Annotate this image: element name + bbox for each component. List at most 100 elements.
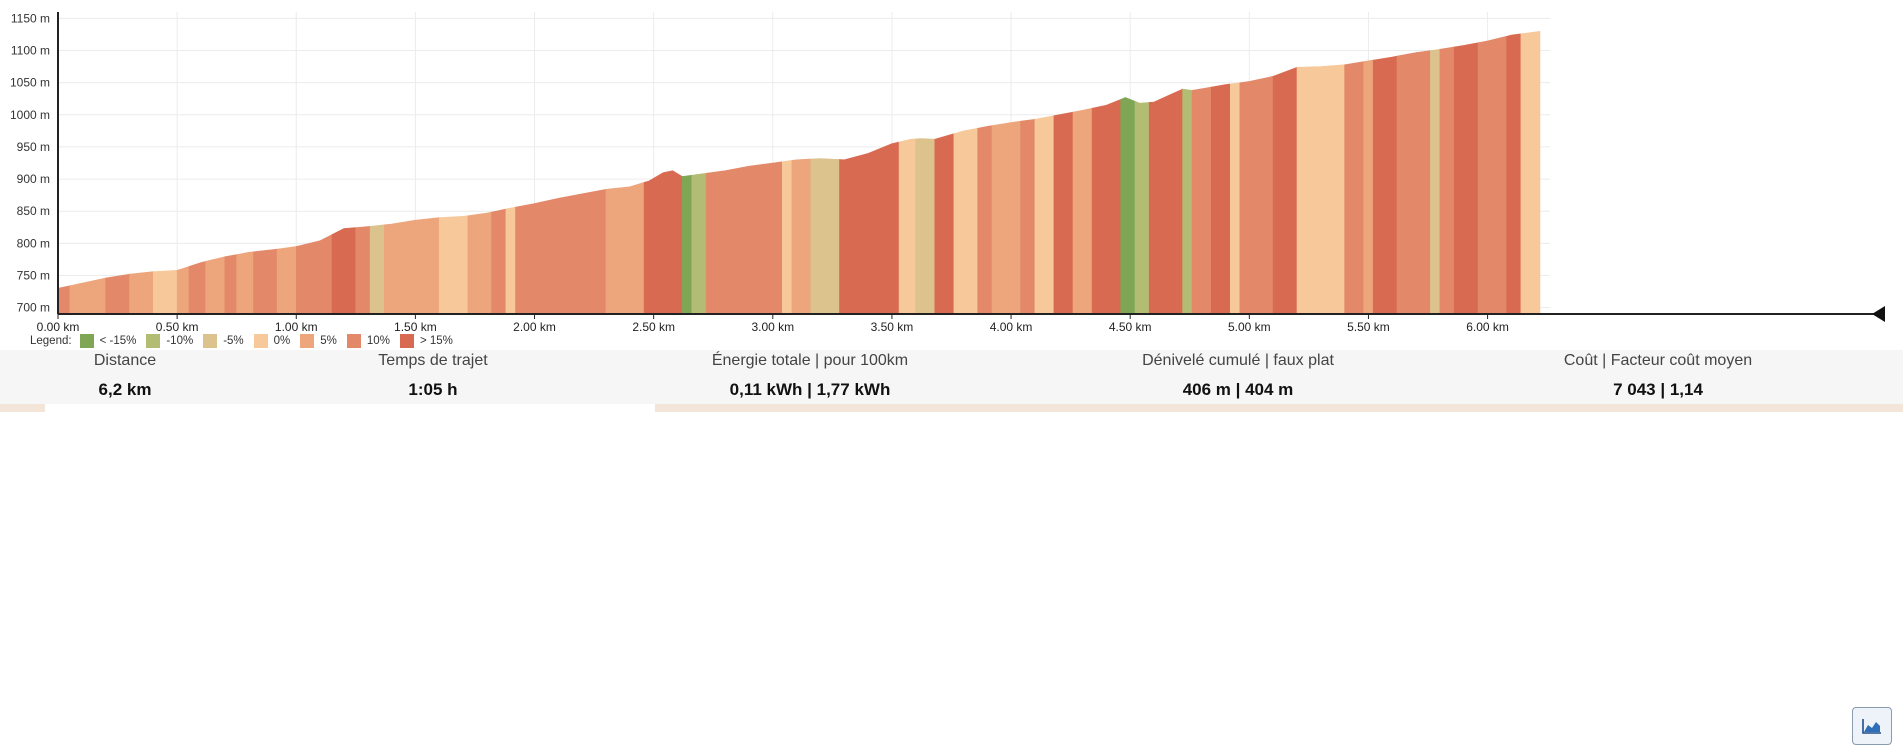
y-tick-label: 1050 m bbox=[10, 76, 50, 90]
stat-energy: Énergie totale | pour 100km 0,11 kWh | 1… bbox=[660, 350, 960, 400]
gradient-segment bbox=[898, 138, 916, 315]
legend: Legend: < -15% -10% -5% 0% 5% 10% > 15% bbox=[30, 333, 463, 349]
gradient-segment bbox=[1072, 107, 1093, 315]
gradient-segment bbox=[331, 227, 357, 315]
gradient-segment bbox=[643, 170, 683, 315]
gradient-segment bbox=[515, 188, 607, 315]
elevation-area bbox=[57, 30, 1541, 315]
gradient-segment bbox=[1134, 100, 1150, 315]
stat-distance: Distance 6,2 km bbox=[0, 350, 275, 400]
current-position-marker-icon bbox=[1872, 306, 1885, 322]
x-tick-label: 3.00 km bbox=[751, 320, 794, 334]
gradient-segment bbox=[991, 120, 1021, 315]
gradient-segment bbox=[224, 254, 237, 315]
gradient-segment bbox=[1148, 88, 1183, 315]
gradient-segment bbox=[236, 251, 254, 315]
gradient-segment bbox=[1296, 64, 1345, 315]
gradient-segment bbox=[1477, 35, 1507, 315]
legend-swatch bbox=[399, 334, 414, 348]
stat-value: 406 m | 404 m bbox=[1182, 380, 1294, 399]
gradient-segment bbox=[782, 160, 793, 315]
legend-item: < -15% bbox=[79, 334, 137, 348]
axes bbox=[57, 12, 1885, 322]
x-tick-label: 1.00 km bbox=[275, 320, 318, 334]
x-tick-label: 5.00 km bbox=[1228, 320, 1271, 334]
gradient-segment bbox=[355, 226, 371, 315]
gradient-segment bbox=[491, 208, 507, 315]
legend-swatch bbox=[203, 334, 218, 348]
gradient-segment bbox=[505, 206, 516, 315]
gradient-segment bbox=[691, 172, 707, 315]
x-tick-label: 1.50 km bbox=[394, 320, 437, 334]
gradient-segment bbox=[69, 277, 106, 315]
gradient-segment bbox=[934, 133, 955, 315]
y-tick-label: 1150 m bbox=[11, 11, 50, 25]
gradient-segment bbox=[129, 271, 154, 315]
gradient-segment bbox=[1344, 61, 1364, 315]
stat-value: 6,2 km bbox=[98, 380, 152, 399]
gradient-segment bbox=[1210, 83, 1231, 315]
y-tick-label: 950 m bbox=[17, 140, 50, 154]
gradient-segment bbox=[205, 256, 226, 315]
gradient-segment bbox=[605, 181, 645, 315]
y-tick-label: 700 m bbox=[17, 301, 50, 315]
gradient-segment bbox=[915, 138, 936, 315]
x-tick-label: 0.50 km bbox=[156, 320, 199, 334]
gradient-segment bbox=[105, 273, 130, 315]
stat-value: 1:05 h bbox=[408, 380, 458, 399]
gradient-segment bbox=[1272, 66, 1298, 315]
legend-label: 5% bbox=[320, 335, 337, 347]
gradient-segment bbox=[810, 158, 840, 315]
stat-label: Distance bbox=[93, 352, 157, 369]
legend-item: 5% bbox=[300, 334, 337, 348]
x-tick-label: 6.00 km bbox=[1466, 320, 1509, 334]
x-tick-label: 3.50 km bbox=[871, 320, 914, 334]
gradient-segment bbox=[176, 266, 190, 315]
legend-item: 0% bbox=[253, 334, 291, 348]
legend-label: 0% bbox=[273, 335, 291, 347]
stat-value: 7 043 | 1,14 bbox=[1613, 380, 1703, 399]
gradient-segment bbox=[1396, 50, 1431, 315]
stat-label: Dénivelé cumulé | faux plat bbox=[1142, 352, 1334, 369]
gradient-segment bbox=[1034, 115, 1055, 315]
legend-label: > 15% bbox=[419, 335, 453, 347]
gradient-segment bbox=[1230, 82, 1241, 315]
chart-toggle-button[interactable] bbox=[1852, 707, 1892, 745]
gradient-segment bbox=[1372, 55, 1398, 315]
gradient-segment bbox=[1053, 111, 1074, 315]
y-tick-label: 900 m bbox=[17, 172, 50, 186]
gradient-segment bbox=[953, 127, 978, 315]
gradient-segment bbox=[705, 161, 783, 315]
gradient-segment bbox=[438, 215, 469, 315]
gradient-segment bbox=[1506, 33, 1522, 315]
legend-swatch bbox=[300, 334, 315, 348]
stat-value: 0,11 kWh | 1,77 kWh bbox=[729, 380, 891, 399]
x-tick-label: 0.00 km bbox=[37, 320, 80, 334]
legend-swatch bbox=[346, 334, 361, 348]
stat-label: Coût | Facteur coût moyen bbox=[1563, 352, 1753, 369]
bottom-tab bbox=[45, 404, 655, 412]
stat-travel-time: Temps de trajet 1:05 h bbox=[283, 350, 583, 400]
stat-elevation: Dénivelé cumulé | faux plat 406 m | 404 … bbox=[1088, 350, 1388, 400]
gradient-segment bbox=[467, 211, 492, 315]
gradient-segment bbox=[253, 248, 278, 315]
legend-label: -5% bbox=[223, 335, 244, 347]
x-tick-label: 5.50 km bbox=[1347, 320, 1390, 334]
gradient-segment bbox=[276, 246, 297, 315]
gradient-segment bbox=[1239, 75, 1274, 315]
gradient-segment bbox=[1520, 30, 1541, 315]
gradient-segment bbox=[682, 174, 693, 315]
legend-label: < -15% bbox=[99, 335, 137, 347]
elevation-profile-chart: 700 m 750 m 800 m 850 m 900 m 950 m 1000 m 1050… bbox=[10, 11, 1885, 334]
x-tick-label: 2.00 km bbox=[513, 320, 556, 334]
stat-label: Énergie totale | pour 100km bbox=[711, 352, 909, 369]
stats-bar: Distance 6,2 km Temps de trajet 1:05 h É… bbox=[0, 350, 1903, 745]
bottom-tab-strip bbox=[0, 404, 1903, 412]
area-chart-icon bbox=[1862, 719, 1881, 734]
stat-label: Temps de trajet bbox=[378, 352, 488, 369]
y-tick-label: 1100 m bbox=[11, 44, 50, 58]
gradient-segment bbox=[1091, 98, 1121, 315]
gradient-segment bbox=[1120, 97, 1136, 315]
gradient-segment bbox=[977, 125, 993, 315]
gradient-segment bbox=[1020, 118, 1036, 315]
